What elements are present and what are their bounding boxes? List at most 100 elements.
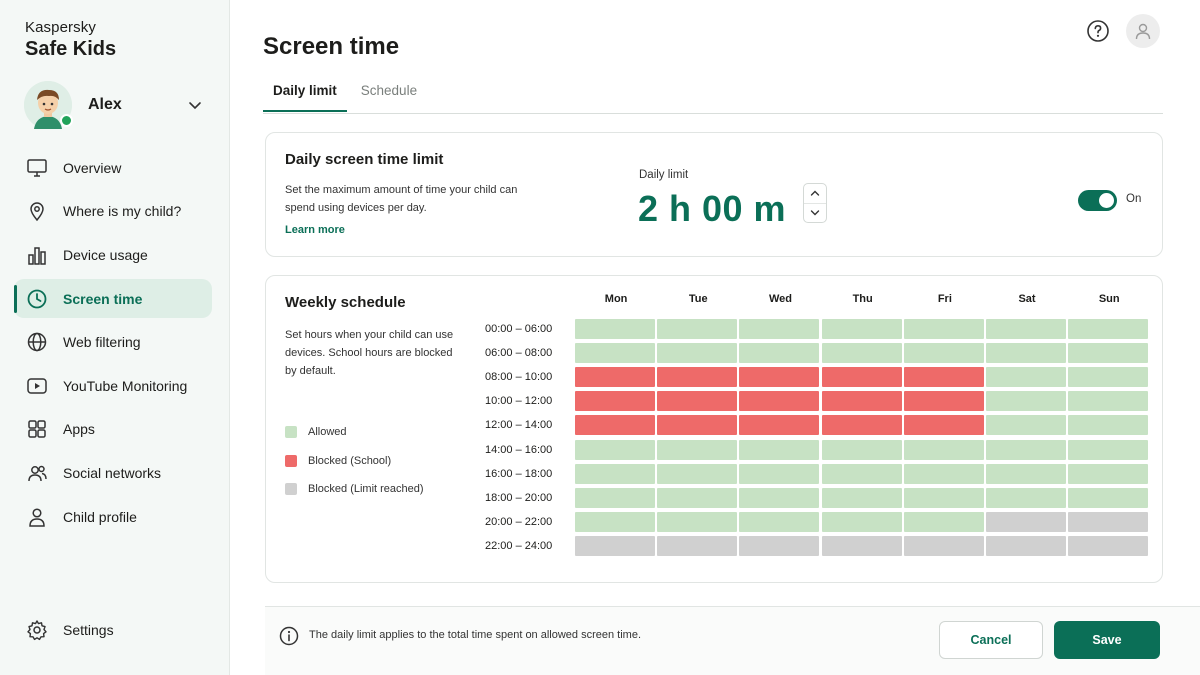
time-slot-label: 06:00 – 08:00 — [485, 347, 553, 360]
schedule-cell[interactable] — [657, 439, 738, 460]
sidebar-item-apps[interactable]: Apps — [14, 410, 212, 450]
sidebar-item-screen-time[interactable]: Screen time — [14, 278, 212, 319]
legend-label: Blocked (Limit reached) — [308, 483, 424, 496]
schedule-cell[interactable] — [575, 463, 655, 484]
child-profile-selector[interactable]: Alex — [24, 80, 204, 130]
schedule-cell[interactable] — [739, 463, 820, 484]
schedule-cell[interactable] — [985, 415, 1066, 436]
schedule-cell[interactable] — [821, 439, 902, 460]
schedule-cell[interactable] — [575, 415, 655, 436]
schedule-cell[interactable] — [739, 319, 820, 340]
time-slot-label: 22:00 – 24:00 — [485, 539, 553, 552]
schedule-cell[interactable] — [821, 535, 902, 556]
user-account-button[interactable] — [1126, 14, 1160, 48]
schedule-cell[interactable] — [1068, 535, 1149, 556]
schedule-cell[interactable] — [985, 439, 1066, 460]
schedule-cell[interactable] — [1068, 343, 1149, 364]
schedule-cell[interactable] — [739, 343, 820, 364]
schedule-cell[interactable] — [821, 343, 902, 364]
schedule-cell[interactable] — [903, 415, 984, 436]
schedule-cell[interactable] — [657, 319, 738, 340]
save-button[interactable]: Save — [1054, 621, 1160, 659]
schedule-cell[interactable] — [739, 391, 820, 412]
info-icon — [279, 626, 299, 646]
schedule-cell[interactable] — [1068, 415, 1149, 436]
schedule-cell[interactable] — [903, 343, 984, 364]
sidebar-item-social-networks[interactable]: Social networks — [14, 453, 212, 493]
daily-limit-toggle[interactable] — [1078, 190, 1117, 211]
sidebar-item-web-filtering[interactable]: Web filtering — [14, 322, 212, 362]
schedule-cell[interactable] — [1068, 367, 1149, 388]
tab-schedule[interactable]: Schedule — [360, 83, 418, 98]
schedule-cell[interactable] — [985, 391, 1066, 412]
schedule-cell[interactable] — [657, 463, 738, 484]
schedule-cell[interactable] — [657, 487, 738, 508]
cancel-button[interactable]: Cancel — [939, 621, 1043, 659]
help-icon[interactable] — [1086, 19, 1110, 43]
schedule-cell[interactable] — [739, 511, 820, 532]
tab-daily-limit[interactable]: Daily limit — [263, 78, 347, 112]
schedule-cell[interactable] — [575, 535, 655, 556]
schedule-cell[interactable] — [821, 511, 902, 532]
sidebar-item-youtube-monitoring[interactable]: YouTube Monitoring — [14, 366, 212, 406]
sidebar-item-device-usage[interactable]: Device usage — [14, 235, 212, 275]
stepper-increment-button[interactable] — [804, 184, 826, 204]
schedule-cell[interactable] — [1068, 511, 1149, 532]
schedule-cell[interactable] — [739, 367, 820, 388]
stepper-decrement-button[interactable] — [804, 204, 826, 223]
schedule-cell[interactable] — [985, 343, 1066, 364]
schedule-cell[interactable] — [821, 415, 902, 436]
schedule-cell[interactable] — [821, 487, 902, 508]
learn-more-link[interactable]: Learn more — [285, 224, 345, 236]
schedule-cell[interactable] — [575, 511, 655, 532]
sidebar-item-overview[interactable]: Overview — [14, 148, 212, 188]
schedule-cell[interactable] — [657, 367, 738, 388]
schedule-cell[interactable] — [575, 367, 655, 388]
schedule-cell[interactable] — [903, 463, 984, 484]
schedule-cell[interactable] — [985, 463, 1066, 484]
schedule-cell[interactable] — [657, 391, 738, 412]
schedule-cell[interactable] — [1068, 319, 1149, 340]
schedule-cell[interactable] — [985, 535, 1066, 556]
schedule-cell[interactable] — [821, 319, 902, 340]
schedule-cell[interactable] — [903, 439, 984, 460]
schedule-cell[interactable] — [1068, 439, 1149, 460]
schedule-cell[interactable] — [739, 415, 820, 436]
schedule-cell[interactable] — [903, 319, 984, 340]
schedule-cell[interactable] — [575, 487, 655, 508]
schedule-cell[interactable] — [575, 391, 655, 412]
sidebar-item-location[interactable]: Where is my child? — [14, 192, 212, 232]
sidebar: Kaspersky Safe Kids Alex Overview — [0, 0, 230, 675]
brand-logo: Kaspersky Safe Kids — [25, 19, 116, 61]
schedule-cell[interactable] — [575, 439, 655, 460]
schedule-cell[interactable] — [575, 343, 655, 364]
sidebar-item-label: Screen time — [63, 290, 143, 307]
schedule-cell[interactable] — [903, 487, 984, 508]
schedule-cell[interactable] — [657, 415, 738, 436]
schedule-cell[interactable] — [657, 343, 738, 364]
schedule-cell[interactable] — [575, 319, 655, 340]
schedule-cell[interactable] — [1068, 463, 1149, 484]
schedule-cell[interactable] — [657, 511, 738, 532]
schedule-cell[interactable] — [821, 367, 902, 388]
schedule-cell[interactable] — [821, 463, 902, 484]
schedule-cell[interactable] — [985, 319, 1066, 340]
schedule-cell[interactable] — [1068, 391, 1149, 412]
schedule-cell[interactable] — [903, 391, 984, 412]
schedule-cell[interactable] — [903, 535, 984, 556]
schedule-cell[interactable] — [903, 511, 984, 532]
schedule-cell[interactable] — [985, 511, 1066, 532]
schedule-cell[interactable] — [985, 367, 1066, 388]
legend-allowed: Allowed — [285, 418, 424, 447]
schedule-cell[interactable] — [739, 487, 820, 508]
schedule-cell[interactable] — [657, 535, 738, 556]
schedule-cell[interactable] — [903, 367, 984, 388]
schedule-cell[interactable] — [985, 487, 1066, 508]
sidebar-item-child-profile[interactable]: Child profile — [14, 497, 212, 537]
schedule-cell[interactable] — [821, 391, 902, 412]
sidebar-item-settings[interactable]: Settings — [14, 610, 212, 650]
schedule-cell[interactable] — [739, 439, 820, 460]
top-right-actions — [1086, 14, 1160, 48]
schedule-cell[interactable] — [1068, 487, 1149, 508]
schedule-cell[interactable] — [739, 535, 820, 556]
